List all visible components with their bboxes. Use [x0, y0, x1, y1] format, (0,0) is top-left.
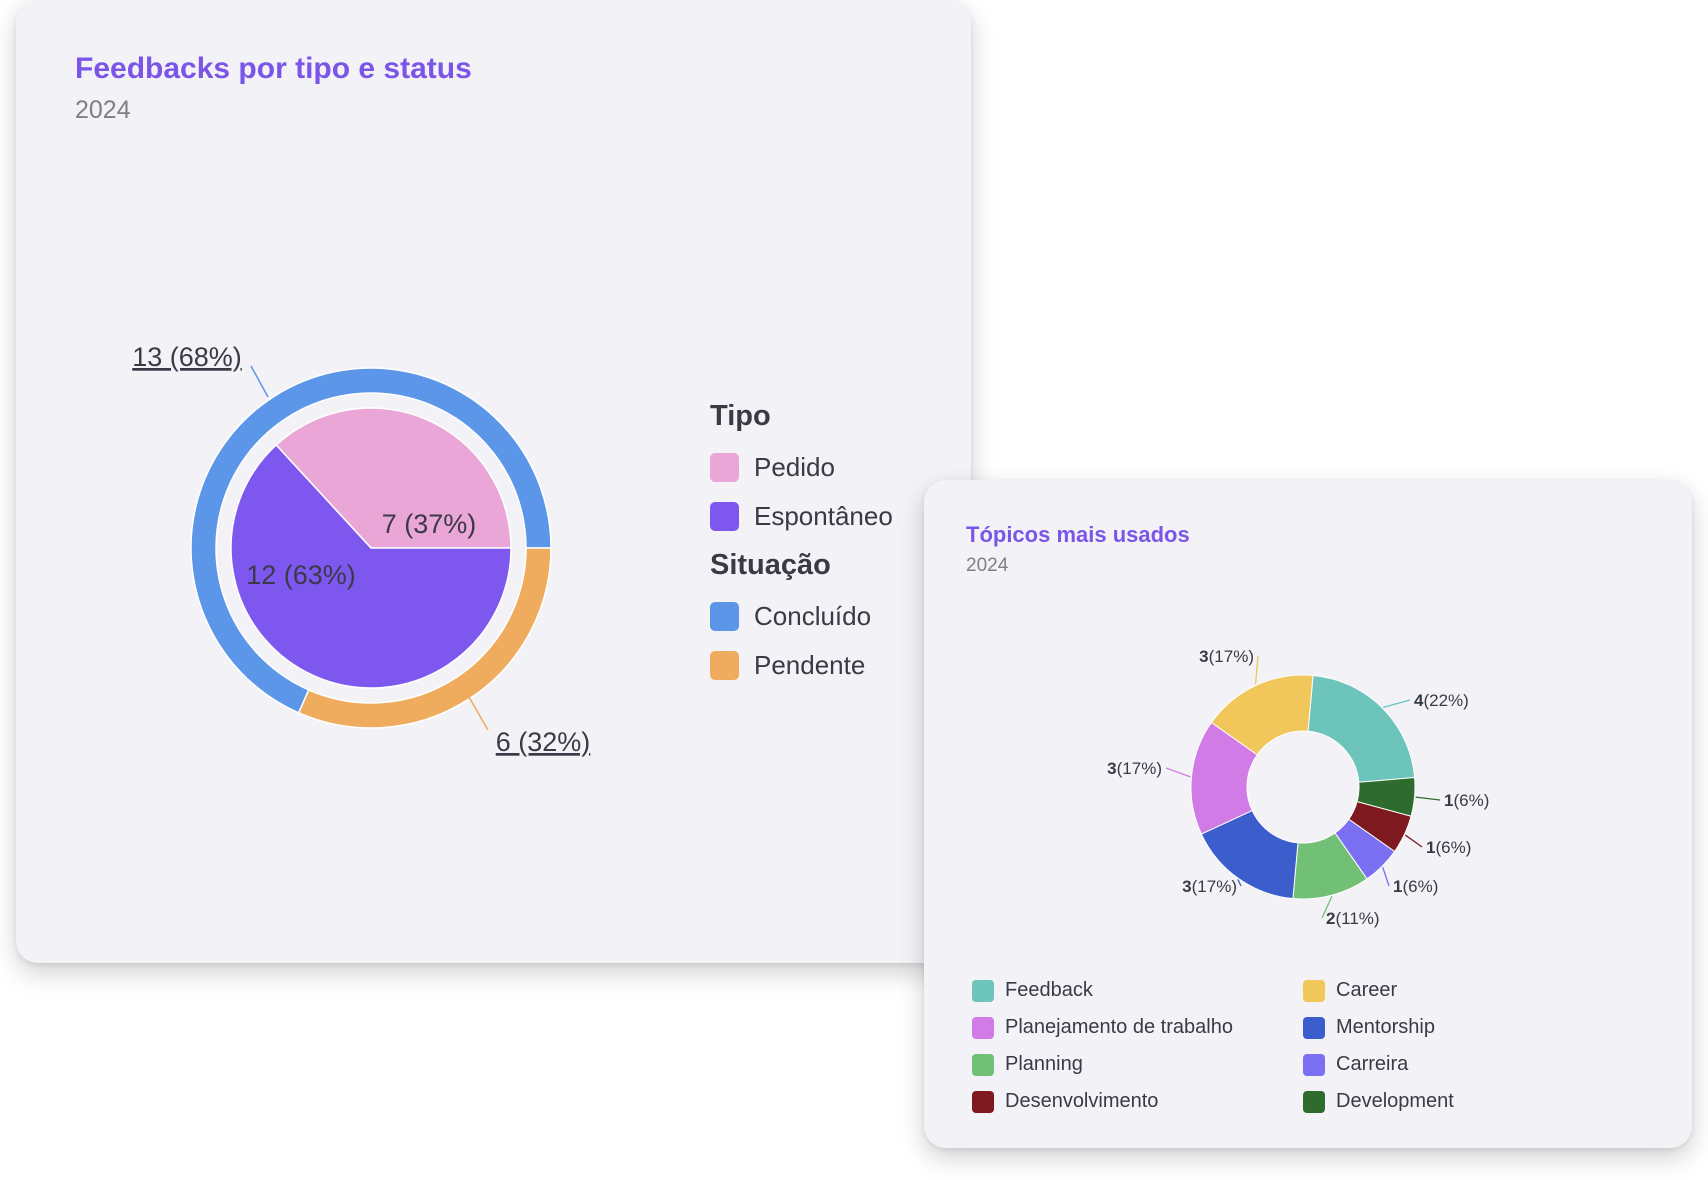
legend-swatch: [710, 651, 739, 680]
legend-label: Pendente: [754, 650, 866, 680]
legend-item-development[interactable]: Development: [1303, 1089, 1634, 1114]
legend-label: Carreira: [1336, 1053, 1409, 1075]
slice-pedido[interactable]: [275, 407, 512, 549]
legend-item-pendente[interactable]: Pendente: [710, 641, 893, 690]
slice-label: 12 (63%): [246, 560, 356, 590]
ring-pendente[interactable]: [297, 547, 552, 729]
legend-swatch: [972, 979, 994, 1002]
legend-swatch: [1303, 1053, 1325, 1076]
legend-item-planejamento-de-trabalho[interactable]: Planejamento de trabalho: [972, 1015, 1303, 1040]
ring-concluido[interactable]: [190, 367, 552, 714]
legend-label: Concluído: [754, 601, 872, 631]
slice-label: 1(6%): [1444, 791, 1489, 810]
legend-swatch: [972, 1016, 994, 1039]
legend-item-pedido[interactable]: Pedido: [710, 443, 893, 492]
legend-label: Planejamento de trabalho: [1005, 1016, 1233, 1038]
chart-subtitle: 2024: [75, 96, 131, 124]
leader-line: [1382, 699, 1411, 708]
slice-label: 7 (37%): [382, 509, 477, 539]
legend-label: Espontâneo: [754, 501, 893, 531]
legend-swatch: [1303, 1016, 1325, 1039]
leader-line: [1321, 895, 1333, 919]
slice-label: 3(17%): [1182, 877, 1237, 896]
leader-line: [1415, 796, 1441, 801]
slice-career[interactable]: [1210, 674, 1314, 756]
leader-line: [1404, 834, 1423, 848]
ring-label: 13 (68%): [132, 342, 242, 372]
ring-label: 6 (32%): [496, 727, 591, 757]
leader-line: [1237, 879, 1242, 887]
slice-label: 2(11%): [1326, 909, 1380, 928]
legend-label: Pedido: [754, 452, 835, 482]
legend-swatch: [1303, 979, 1325, 1002]
legend-item-planning[interactable]: Planning: [972, 1052, 1303, 1077]
legend-item-concluido[interactable]: Concluído: [710, 592, 893, 641]
legend-item-mentorship[interactable]: Mentorship: [1303, 1015, 1634, 1040]
slice-label: 1(6%): [1393, 877, 1438, 896]
legend-swatch: [972, 1053, 994, 1076]
leader-line: [468, 696, 489, 731]
legend-label: Development: [1336, 1090, 1454, 1112]
legend-group-situacao: Situação: [710, 549, 831, 581]
feedback-legend: Tipo Pedido Espontâneo Situação Concluíd…: [710, 400, 893, 690]
legend-swatch: [972, 1090, 994, 1113]
slice-label: 1(6%): [1426, 838, 1471, 857]
legend-swatch: [710, 453, 739, 482]
legend-item-feedback[interactable]: Feedback: [972, 978, 1303, 1003]
slice-label: 3(17%): [1107, 759, 1162, 778]
chart-subtitle: 2024: [966, 555, 1009, 576]
legend-item-career[interactable]: Career: [1303, 978, 1634, 1003]
legend-swatch: [710, 602, 739, 631]
leader-line: [250, 365, 269, 398]
chart-title: Tópicos mais usados: [966, 522, 1190, 547]
legend-label: Career: [1336, 979, 1398, 1001]
legend-item-desenvolvimento[interactable]: Desenvolvimento: [972, 1089, 1303, 1114]
leader-line: [1165, 767, 1191, 778]
legend-group-tipo: Tipo: [710, 400, 771, 432]
legend-label: Desenvolvimento: [1005, 1090, 1159, 1112]
legend-swatch: [710, 502, 739, 531]
legend-item-espontaneo[interactable]: Espontâneo: [710, 492, 893, 541]
slice-espontaneo[interactable]: [230, 443, 512, 689]
legend-item-carreira[interactable]: Carreira: [1303, 1052, 1634, 1077]
slice-label: 4(22%): [1414, 691, 1469, 710]
slice-label: 3(17%): [1199, 647, 1254, 666]
leader-line: [1254, 655, 1259, 685]
chart-title: Feedbacks por tipo e status: [75, 52, 472, 85]
topics-donut-chart: 4(22%) 1(6%) 1(6%) 1(6%) 2(11%) 3(17%) 3(17%) 3…: [1107, 647, 1489, 928]
leader-line: [1382, 866, 1390, 887]
slice-feedback[interactable]: [1307, 674, 1416, 783]
feedback-pie-chart: 7 (37%) 12 (63%) 13 (68%) 6 (32%): [132, 342, 591, 757]
topics-legend: Feedback Career Planejamento de trabalho Me…: [972, 978, 1652, 1114]
legend-swatch: [1303, 1090, 1325, 1113]
legend-label: Planning: [1005, 1053, 1083, 1075]
legend-label: Feedback: [1005, 979, 1093, 1001]
legend-label: Mentorship: [1336, 1016, 1435, 1038]
topics-chart-card: Tópicos mais usados 2024 4(22%) 1(6%) 1(6%…: [924, 480, 1692, 1148]
feedback-chart-card: Feedbacks por tipo e status 2024 7 (37%)…: [16, 0, 971, 963]
